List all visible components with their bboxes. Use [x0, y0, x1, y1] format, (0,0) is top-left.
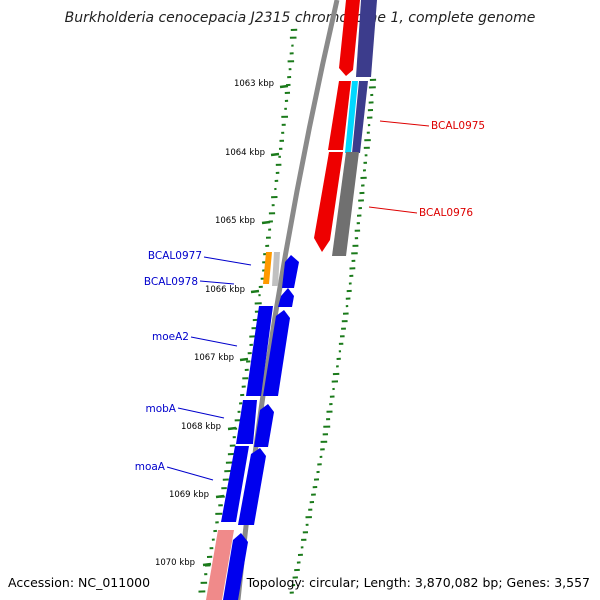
- gene-label-text: BCAL0976: [419, 207, 473, 219]
- scale-tick: 1063 kbp: [234, 79, 289, 89]
- forward-gene-feature[interactable]: [282, 255, 299, 288]
- scale-tick: 1070 kbp: [155, 558, 212, 568]
- scale-tick: 1065 kbp: [215, 216, 271, 226]
- scale-tick-label: 1066 kbp: [205, 285, 245, 295]
- forward-gene-feature[interactable]: [223, 533, 248, 600]
- forward-gene-feature[interactable]: [206, 530, 234, 600]
- forward-gene-feature[interactable]: [272, 252, 280, 286]
- gene-label-text: BCAL0975: [431, 120, 485, 132]
- scale-ticks: 1063 kbp 1064 kbp 1065 kbp 1066 kbp 1067…: [155, 79, 289, 568]
- gene-label-text: moaA: [135, 461, 166, 473]
- reverse-gene-feature[interactable]: [345, 81, 358, 153]
- scale-tick-label: 1068 kbp: [181, 422, 221, 432]
- forward-gene-feature[interactable]: [238, 448, 266, 525]
- forward-strand-track: [206, 252, 299, 600]
- gene-labels: BCAL0975 BCAL0976 BCAL0977 BCAL0978 moeA…: [135, 120, 485, 481]
- scale-tick: 1068 kbp: [181, 422, 237, 432]
- scale-tick-label: 1070 kbp: [155, 558, 195, 568]
- gene-label-bcal0978[interactable]: BCAL0978: [144, 276, 235, 288]
- gene-label-moba[interactable]: mobA: [145, 403, 225, 419]
- forward-gene-feature[interactable]: [278, 288, 294, 307]
- reverse-gene-feature[interactable]: [339, 0, 360, 76]
- reverse-gene-feature[interactable]: [314, 152, 343, 252]
- forward-gene-feature[interactable]: [263, 310, 290, 396]
- scale-tick-label: 1065 kbp: [215, 216, 255, 226]
- accession-label: Accession: NC_011000: [8, 575, 151, 590]
- scale-tick-label: 1063 kbp: [234, 79, 274, 89]
- gene-label-text: BCAL0977: [148, 250, 202, 262]
- forward-gene-feature[interactable]: [246, 306, 273, 396]
- gene-label-bcal0976[interactable]: BCAL0976: [368, 206, 473, 219]
- forward-gene-feature[interactable]: [221, 446, 249, 522]
- reverse-gene-feature[interactable]: [328, 81, 351, 150]
- reverse-strand-track: [314, 0, 377, 256]
- forward-gene-feature[interactable]: [254, 404, 274, 447]
- gene-label-moaa[interactable]: moaA: [135, 461, 214, 481]
- gene-label-bcal0975[interactable]: BCAL0975: [379, 120, 485, 132]
- scale-tick: 1064 kbp: [225, 148, 280, 158]
- forward-gene-feature[interactable]: [263, 252, 272, 284]
- gene-label-moea2[interactable]: moeA2: [152, 331, 238, 347]
- gene-label-text: mobA: [145, 403, 176, 415]
- scale-tick-label: 1069 kbp: [169, 490, 209, 500]
- forward-gene-feature[interactable]: [236, 400, 257, 444]
- scale-tick: 1066 kbp: [205, 285, 260, 295]
- scale-tick: 1067 kbp: [194, 353, 249, 363]
- scale-tick-label: 1064 kbp: [225, 148, 265, 158]
- reverse-gene-feature[interactable]: [356, 0, 377, 77]
- gc-skew-ticks: [198, 28, 377, 594]
- reverse-gene-feature[interactable]: [352, 81, 368, 153]
- map-title: Burkholderia cenocepacia J2315 chromosom…: [64, 10, 536, 26]
- genome-summary: Topology: circular; Length: 3,870,082 bp…: [246, 575, 590, 590]
- reverse-gene-feature[interactable]: [332, 152, 359, 256]
- scale-tick-label: 1067 kbp: [194, 353, 234, 363]
- gene-label-bcal0977[interactable]: BCAL0977: [148, 250, 252, 266]
- scale-tick: 1069 kbp: [169, 490, 225, 500]
- gene-label-text: BCAL0978: [144, 276, 198, 288]
- gene-label-text: moeA2: [152, 331, 189, 343]
